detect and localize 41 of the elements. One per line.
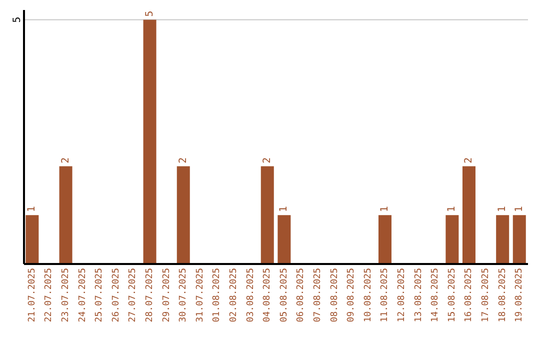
x-tick-label: 23.07.2025 (61, 268, 71, 322)
x-tick-label: 27.07.2025 (128, 268, 138, 322)
data-label: 2 (60, 157, 72, 164)
x-tick-label: 30.07.2025 (178, 268, 189, 322)
data-label: 5 (144, 10, 156, 17)
x-tick-label: 31.07.2025 (195, 268, 206, 322)
data-label: 2 (463, 157, 474, 164)
data-label: 1 (379, 206, 390, 212)
x-tick-label: 01.08.2025 (212, 268, 222, 322)
x-tick-label: 15.08.2025 (447, 268, 458, 322)
data-label: 2 (178, 157, 189, 164)
data-label: 1 (26, 206, 38, 212)
data-label: 2 (262, 157, 273, 164)
x-tick-label: 13.08.2025 (414, 268, 424, 322)
x-tick-label: 02.08.2025 (229, 268, 239, 322)
x-tick-label: 18.08.2025 (498, 268, 508, 322)
data-label: 1 (446, 206, 458, 212)
x-tick-label: 28.07.2025 (145, 268, 155, 322)
x-tick-label: 10.08.2025 (363, 268, 374, 322)
x-tick-label: 04.08.2025 (262, 268, 273, 322)
data-label: 1 (278, 206, 290, 212)
x-tick-label: 17.08.2025 (481, 268, 491, 322)
x-tick-label: 19.08.2025 (514, 268, 525, 322)
x-tick-label: 26.07.2025 (111, 268, 122, 322)
x-tick-label: 05.08.2025 (279, 268, 290, 322)
x-tick-label: 12.08.2025 (397, 268, 407, 322)
x-tick-label: 16.08.2025 (464, 268, 474, 322)
x-tick-label: 14.08.2025 (430, 268, 441, 322)
x-tick-label: 25.07.2025 (94, 268, 105, 322)
x-tick-label: 24.07.2025 (78, 268, 88, 322)
x-tick-label: 09.08.2025 (346, 268, 357, 322)
x-tick-label: 22.07.2025 (44, 268, 54, 322)
data-label: 1 (514, 206, 525, 212)
x-tick-label: 08.08.2025 (330, 268, 340, 322)
x-tick-label: 29.07.2025 (162, 268, 172, 322)
data-label: 1 (497, 206, 508, 212)
x-tick-label: 07.08.2025 (313, 268, 323, 322)
x-tick-label: 21.07.2025 (27, 268, 38, 322)
x-tick-label: 06.08.2025 (296, 268, 306, 322)
x-tick-label: 11.08.2025 (380, 268, 390, 322)
x-tick-label: 03.08.2025 (246, 268, 256, 322)
